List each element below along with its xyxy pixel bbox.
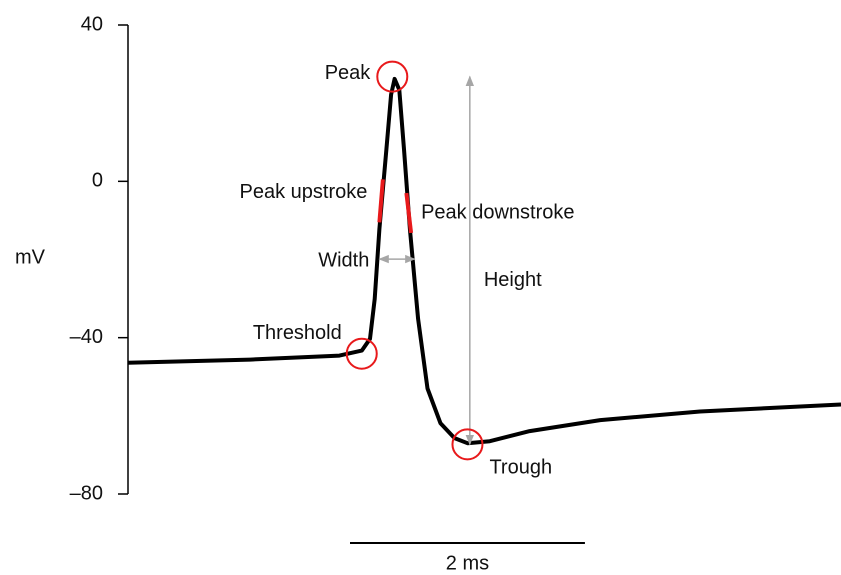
y-axis-label: mV [15, 246, 46, 268]
y-tick-label: –80 [70, 482, 103, 504]
annotation-label: Threshold [253, 322, 342, 344]
y-tick-label: 0 [92, 170, 103, 192]
annotation-label: Peak [325, 62, 372, 84]
downstroke-segment [404, 192, 414, 234]
marker-circle [376, 60, 409, 93]
y-tick-label: –40 [70, 326, 103, 348]
height-label: Height [484, 269, 542, 291]
trace [127, 76, 841, 446]
annotation-label: Trough [489, 457, 552, 479]
scale-bar-label: 2 ms [446, 552, 489, 574]
downstroke-label: Peak downstroke [421, 201, 574, 223]
width-label: Width [318, 249, 369, 271]
marker-circle [345, 337, 378, 370]
marker-circle [451, 428, 484, 461]
upstroke-label: Peak upstroke [240, 181, 368, 203]
upstroke-segment [377, 179, 385, 223]
y-tick-label: 40 [81, 13, 103, 35]
